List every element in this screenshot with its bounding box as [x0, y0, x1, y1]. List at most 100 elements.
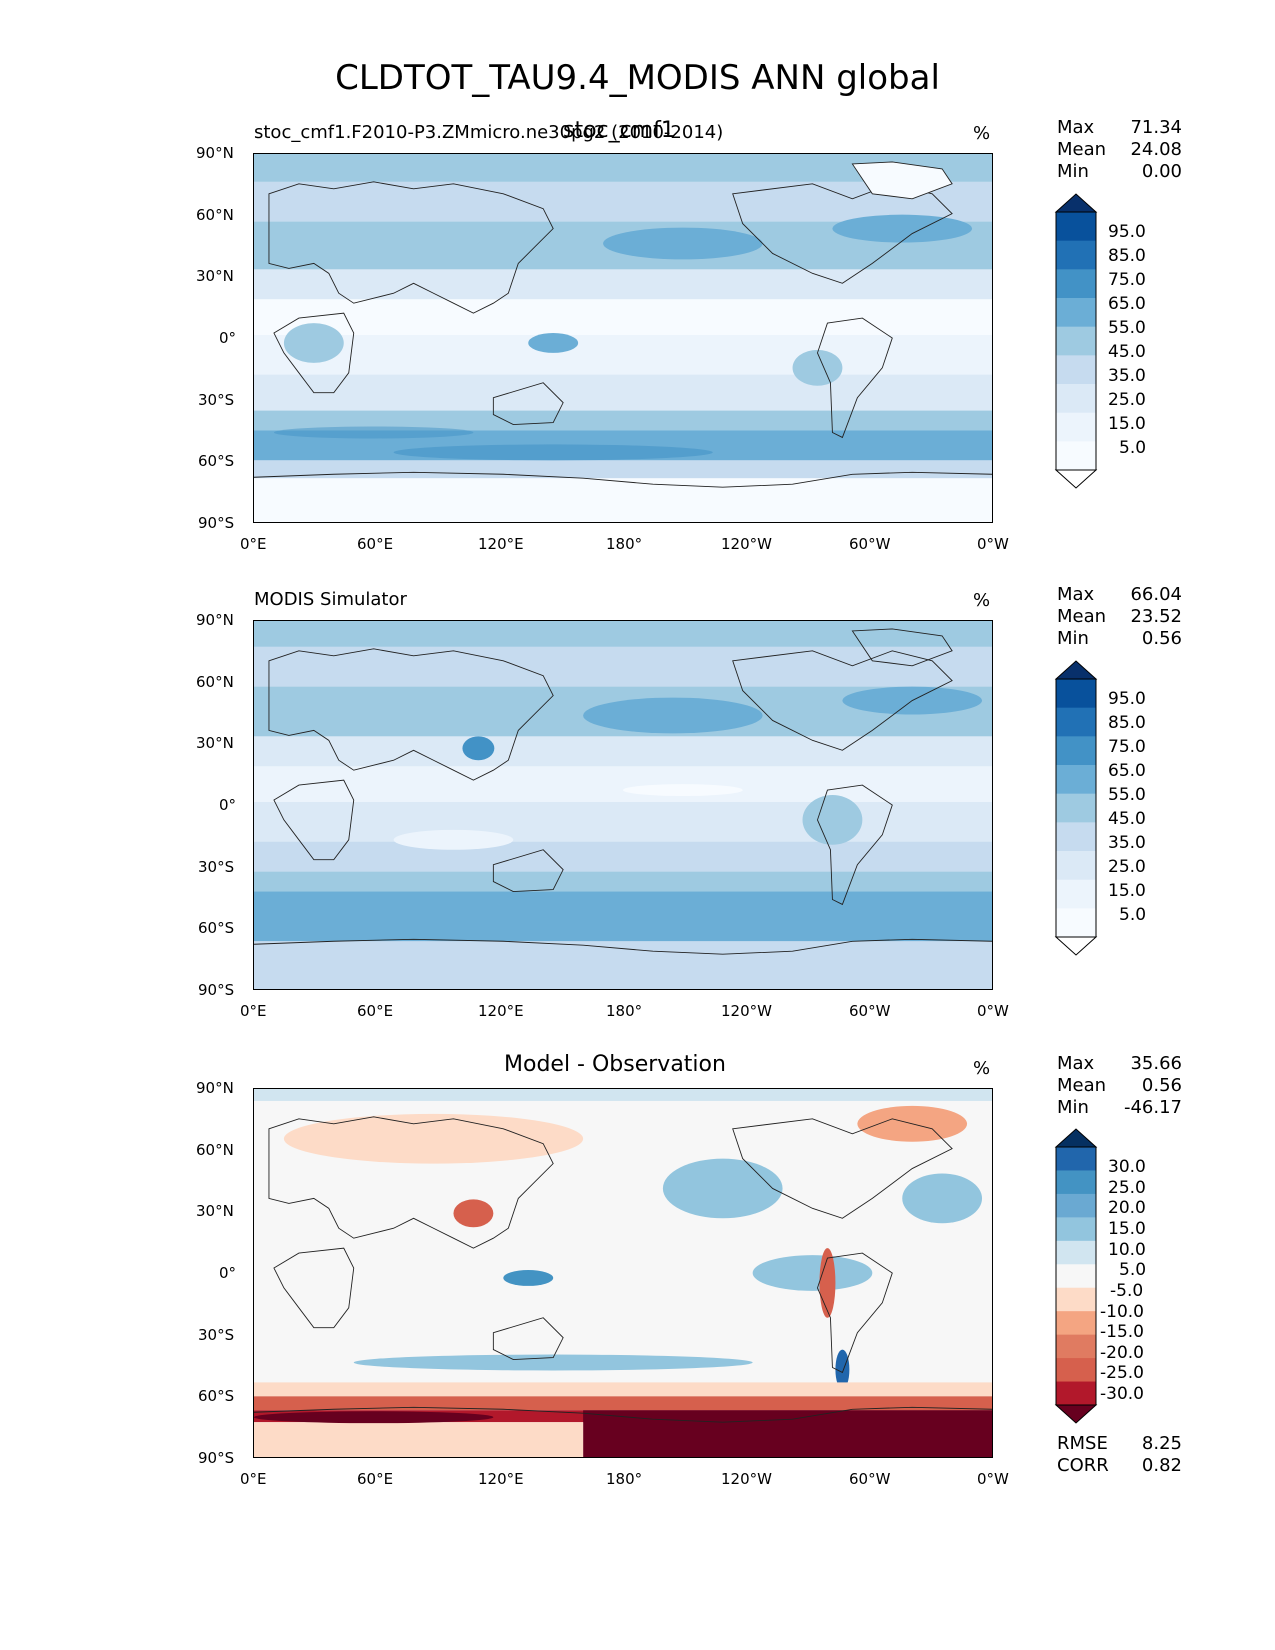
colorbar-segment — [1056, 736, 1096, 766]
lon-tick: 120°W — [721, 535, 772, 553]
colorbar-segment — [1056, 765, 1096, 795]
cb-tick: 5.0 — [1119, 905, 1147, 925]
colorbar-segment — [1056, 1381, 1096, 1406]
lon-tick: 60°E — [357, 535, 394, 553]
cb-tick: 5.0 — [1119, 438, 1147, 458]
lon-tick: 60°W — [849, 1002, 891, 1020]
colorbar-segment — [1056, 1311, 1096, 1336]
colorbar-segment — [1056, 793, 1096, 823]
cb-tick: 15.0 — [1108, 1219, 1146, 1239]
cb-tick: 55.0 — [1108, 318, 1146, 338]
colorbar-segment — [1056, 298, 1096, 328]
stat-value: 8.25 — [1141, 1433, 1182, 1454]
colorbar-segment — [1056, 212, 1096, 242]
cb-tick: 45.0 — [1108, 342, 1146, 362]
colorbar-segment — [1056, 384, 1096, 414]
cb-tick: 10.0 — [1108, 1240, 1146, 1260]
stat-label: Mean — [1057, 139, 1107, 160]
panel2-field — [254, 621, 992, 989]
lat-tick: 90°S — [198, 1449, 235, 1467]
cb-tick: 25.0 — [1108, 390, 1146, 410]
cb-tick: 35.0 — [1108, 366, 1146, 386]
stat-label: Mean — [1057, 1075, 1107, 1096]
lat-tick: 60°N — [196, 673, 234, 691]
lat-tick: 60°N — [196, 1141, 234, 1159]
panel3-colorbar — [1054, 1128, 1098, 1424]
colorbar-frame — [1055, 1146, 1097, 1406]
colorbar-segment — [1056, 240, 1096, 270]
panel1-colorbar — [1054, 193, 1098, 489]
colorbar-segment — [1056, 269, 1096, 299]
panel2-left-title: MODIS Simulator — [254, 589, 407, 610]
cb-tick: 5.0 — [1119, 1260, 1147, 1280]
figure-title: CLDTOT_TAU9.4_MODIS ANN global — [335, 58, 940, 98]
stat-label: Min — [1057, 1097, 1089, 1118]
lon-tick: 0°W — [977, 1002, 1009, 1020]
cb-tick: 25.0 — [1108, 1178, 1146, 1198]
cb-tick: 55.0 — [1108, 785, 1146, 805]
colorbar-segment — [1056, 822, 1096, 852]
lat-tick: 30°N — [196, 267, 234, 285]
cb-tick: -5.0 — [1110, 1281, 1144, 1301]
panel2-map — [253, 620, 993, 990]
lon-tick: 0°E — [240, 1002, 267, 1020]
cb-tick: 85.0 — [1108, 246, 1146, 266]
cb-tick: -10.0 — [1100, 1302, 1144, 1322]
cb-tick: 15.0 — [1108, 414, 1146, 434]
lon-tick: 0°E — [240, 1470, 267, 1488]
cb-tick: -25.0 — [1100, 1363, 1144, 1383]
lon-tick: 0°W — [977, 535, 1009, 553]
cb-tick: 95.0 — [1108, 689, 1146, 709]
cb-tick: 95.0 — [1108, 222, 1146, 242]
lat-tick: 30°S — [198, 858, 235, 876]
lat-tick: 60°S — [198, 1387, 235, 1405]
colorbar-segment — [1056, 1264, 1096, 1289]
lat-tick: 60°N — [196, 206, 234, 224]
stat-value: 24.08 — [1130, 139, 1182, 160]
stat-value: 66.04 — [1130, 584, 1182, 605]
cb-tick: 45.0 — [1108, 809, 1146, 829]
panel2-colorbar — [1054, 660, 1098, 956]
colorbar-segment — [1056, 355, 1096, 385]
colorbar-segment — [1056, 1170, 1096, 1195]
colorbar-top-extension — [1054, 193, 1098, 213]
panel1-map — [253, 153, 993, 523]
lat-tick: 0° — [219, 1264, 237, 1282]
lat-tick: 30°N — [196, 734, 234, 752]
cb-tick: -30.0 — [1100, 1384, 1144, 1404]
cb-tick: 15.0 — [1108, 881, 1146, 901]
lon-tick: 0°E — [240, 535, 267, 553]
colorbar-segment — [1056, 412, 1096, 442]
stat-label: Max — [1057, 584, 1095, 605]
lon-tick: 180° — [606, 1002, 643, 1020]
lat-tick: 90°N — [196, 611, 234, 629]
lon-tick: 60°W — [849, 1470, 891, 1488]
colorbar-bottom-extension — [1054, 936, 1098, 956]
lon-tick: 120°W — [721, 1470, 772, 1488]
cb-tick: 75.0 — [1108, 737, 1146, 757]
stat-value: 0.56 — [1141, 628, 1182, 649]
colorbar-segment — [1056, 1217, 1096, 1242]
colorbar-top-extension — [1054, 660, 1098, 680]
lon-tick: 120°W — [721, 1002, 772, 1020]
stat-value: 0.00 — [1141, 161, 1182, 182]
lon-tick: 60°E — [357, 1002, 394, 1020]
lon-tick: 120°E — [478, 1002, 524, 1020]
colorbar-segment — [1056, 441, 1096, 471]
stat-label: Min — [1057, 628, 1089, 649]
cb-tick: -15.0 — [1100, 1322, 1144, 1342]
colorbar-segment — [1056, 1287, 1096, 1312]
stat-value: -46.17 — [1123, 1097, 1182, 1118]
panel2-unit: % — [973, 590, 991, 611]
colorbar-segment — [1056, 879, 1096, 909]
lon-tick: 0°W — [977, 1470, 1009, 1488]
colorbar-bottom-extension — [1054, 1404, 1098, 1424]
panel3-unit: % — [973, 1058, 991, 1079]
cb-tick: 85.0 — [1108, 713, 1146, 733]
panel1-left-title: stoc_cmf1.F2010-P3.ZMmicro.ne30pg2 (2010… — [254, 122, 724, 143]
lat-tick: 60°S — [198, 452, 235, 470]
cb-tick: -20.0 — [1100, 1343, 1144, 1363]
lon-tick: 180° — [606, 1470, 643, 1488]
lon-tick: 120°E — [478, 1470, 524, 1488]
stat-label: RMSE — [1057, 1433, 1108, 1454]
